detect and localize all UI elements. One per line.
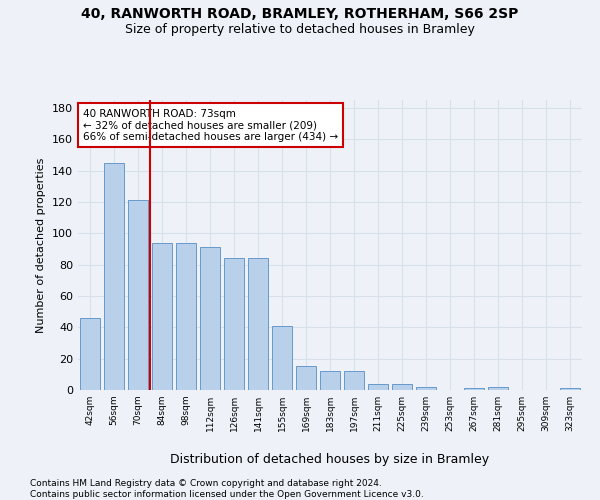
Text: Size of property relative to detached houses in Bramley: Size of property relative to detached ho… (125, 22, 475, 36)
Bar (224, 258, 244, 390)
Bar (344, 371, 364, 390)
Bar (392, 384, 412, 390)
Bar (176, 242, 196, 390)
Bar (296, 366, 316, 390)
Text: 40 RANWORTH ROAD: 73sqm
← 32% of detached houses are smaller (209)
66% of semi-d: 40 RANWORTH ROAD: 73sqm ← 32% of detache… (83, 108, 338, 142)
Bar (368, 384, 388, 390)
Text: Contains public sector information licensed under the Open Government Licence v3: Contains public sector information licen… (30, 490, 424, 499)
Bar (464, 388, 484, 390)
Bar (152, 242, 172, 390)
Bar (560, 388, 580, 390)
Bar (200, 248, 220, 390)
Bar (248, 258, 268, 390)
Bar (488, 387, 508, 390)
Bar (320, 371, 340, 390)
Bar (104, 162, 124, 390)
Text: Contains HM Land Registry data © Crown copyright and database right 2024.: Contains HM Land Registry data © Crown c… (30, 479, 382, 488)
Bar (128, 200, 148, 390)
Text: 40, RANWORTH ROAD, BRAMLEY, ROTHERHAM, S66 2SP: 40, RANWORTH ROAD, BRAMLEY, ROTHERHAM, S… (82, 8, 518, 22)
Text: Distribution of detached houses by size in Bramley: Distribution of detached houses by size … (170, 452, 490, 466)
Y-axis label: Number of detached properties: Number of detached properties (37, 158, 46, 332)
Bar (272, 326, 292, 390)
Bar (416, 387, 436, 390)
Bar (80, 318, 100, 390)
